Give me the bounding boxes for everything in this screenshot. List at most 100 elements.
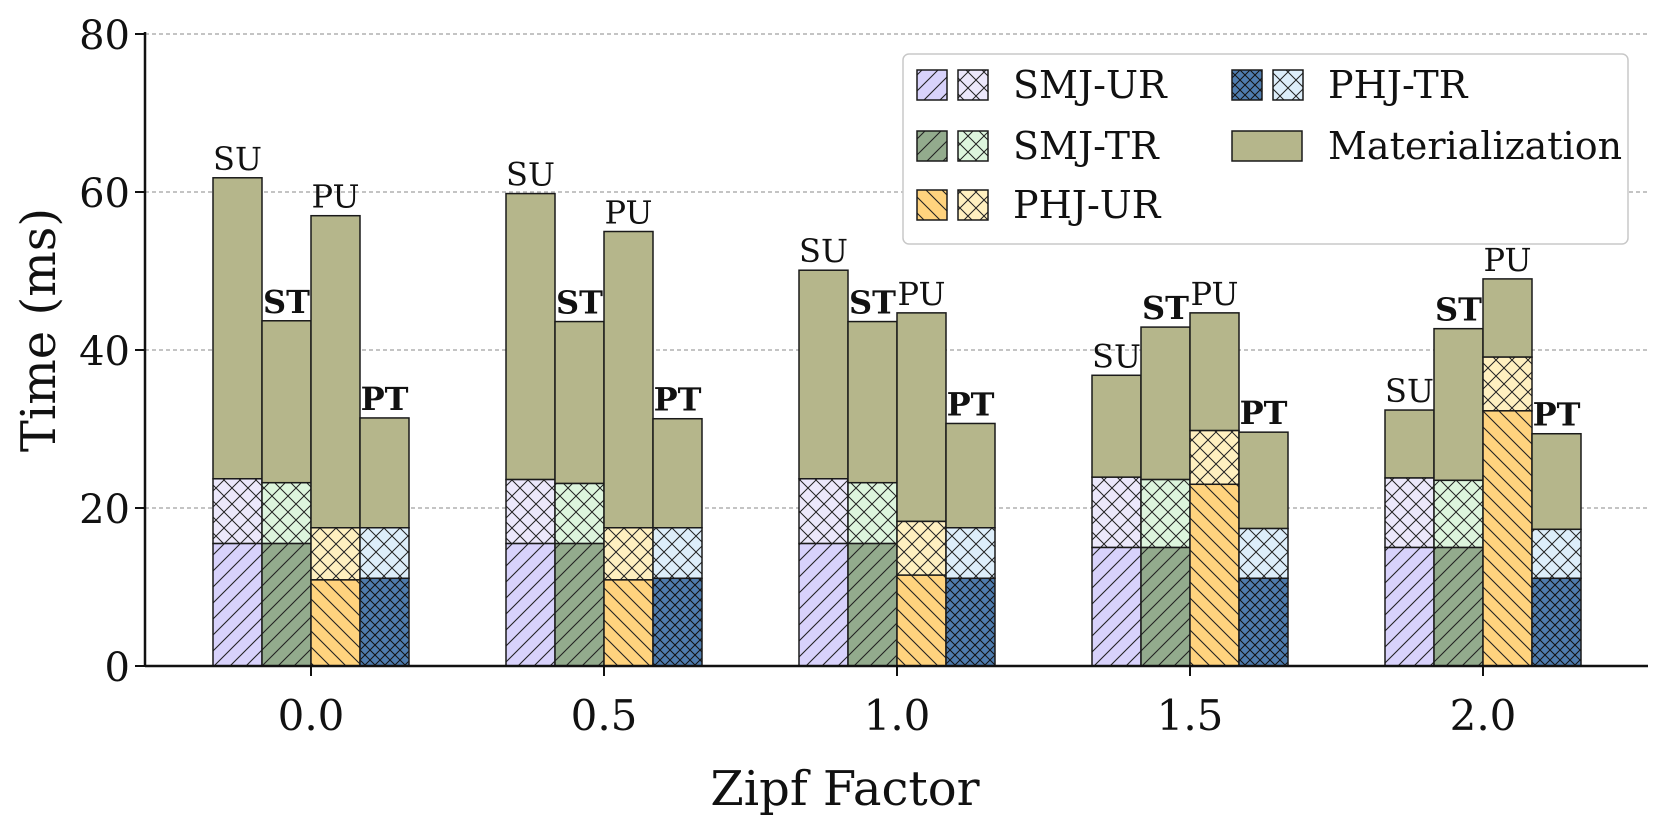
bar-st-1.5-join-hatch [1141, 547, 1190, 666]
x-tick-label-2.0: 2.0 [1450, 691, 1517, 740]
bar-label-su-0.5: SU [506, 156, 555, 194]
bar-pu-2.0-partition-hatch [1483, 357, 1532, 411]
bar-st-0.0-join-hatch [262, 543, 311, 666]
bar-pu-1.0-join-hatch [897, 575, 946, 666]
x-tick-label-0.5: 0.5 [571, 691, 638, 740]
legend-phj-tr-swatch-partition-hatch [1273, 70, 1303, 100]
bar-pt-2.0-partition-hatch [1532, 529, 1581, 579]
bar-label-su-0.0: SU [213, 140, 262, 178]
bar-pu-0.0-join-hatch [311, 579, 360, 666]
bar-su-1.5-materialization-fill [1092, 375, 1141, 478]
bar-su-1.0-join-hatch [799, 543, 848, 666]
legend-smj-ur-label: SMJ-UR [1013, 63, 1168, 107]
bar-label-pt-2.0: PT [1533, 396, 1581, 434]
bar-pt-1.0-materialization-fill [946, 423, 995, 528]
bar-su-0.5-partition-hatch [506, 479, 555, 544]
bar-pu-2.0-materialization-fill [1483, 278, 1532, 358]
y-tick-label-60: 60 [79, 171, 130, 217]
legend-phj-tr-swatch-join-outline [1231, 69, 1263, 101]
bar-label-pt-1.5: PT [1240, 394, 1288, 432]
legend-phj-ur-label: PHJ-UR [1013, 183, 1162, 227]
bar-st-1.0-materialization-fill [848, 321, 897, 483]
x-axis-label: Zipf Factor [710, 761, 979, 817]
x-tick-label-1.5: 1.5 [1157, 691, 1224, 740]
bar-pu-1.0-partition-hatch [897, 521, 946, 576]
bar-st-1.0-join-hatch [848, 543, 897, 666]
bar-pu-1.5-partition-hatch [1190, 430, 1239, 485]
bar-pt-1.0-partition-hatch [946, 527, 995, 579]
bar-su-0.0-join-hatch [213, 543, 262, 666]
legend-materialization-swatch-outline [1231, 130, 1303, 162]
bar-su-1.0-partition-hatch [799, 478, 848, 544]
bar-pt-1.0-join-hatch [946, 578, 995, 666]
y-tick-label-0: 0 [105, 645, 130, 691]
bar-st-0.5-materialization-fill [555, 321, 604, 484]
bar-pt-1.5-materialization-fill [1239, 432, 1288, 529]
bar-pu-1.5-join-hatch [1190, 484, 1239, 666]
bar-st-2.0-join-hatch [1434, 547, 1483, 666]
bar-su-0.0-partition-hatch [213, 478, 262, 544]
y-tick-label-20: 20 [79, 487, 130, 533]
bar-pt-0.0-materialization-fill [360, 417, 409, 528]
bar-label-pt-0.5: PT [654, 381, 702, 419]
bar-su-2.0-join-hatch [1385, 547, 1434, 666]
bar-label-st-0.5: ST [556, 284, 603, 322]
bar-su-0.0-materialization-fill [213, 177, 262, 479]
bar-su-2.0-materialization-fill [1385, 410, 1434, 478]
legend-smj-tr-swatch-partition-hatch [958, 131, 988, 161]
bar-pu-0.5-partition-hatch [604, 527, 653, 580]
legend-phj-ur-swatch-partition-outline [957, 189, 989, 221]
legend-phj-ur-swatch-join-outline [916, 189, 948, 221]
bar-st-2.0-partition-hatch [1434, 480, 1483, 548]
bar-label-pu-0.5: PU [605, 194, 653, 232]
bar-pu-0.5-join-hatch [604, 579, 653, 666]
bar-pu-1.0-materialization-fill [897, 312, 946, 522]
bar-label-pu-1.5: PU [1191, 275, 1239, 313]
bar-label-pu-1.0: PU [898, 275, 946, 313]
bar-label-pu-2.0: PU [1484, 241, 1532, 279]
legend-phj-tr-swatch-partition-outline [1272, 69, 1304, 101]
bar-label-su-1.0: SU [799, 232, 848, 270]
legend-smj-tr-swatch-join-hatch [917, 131, 947, 161]
bar-pu-1.5-materialization-fill [1190, 312, 1239, 431]
bar-st-1.5-partition-hatch [1141, 479, 1190, 548]
bar-pu-2.0-join-hatch [1483, 410, 1532, 666]
bar-label-st-1.5: ST [1142, 289, 1189, 327]
legend-materialization-label: Materialization [1328, 124, 1622, 168]
bar-label-st-1.0: ST [849, 284, 896, 322]
x-tick-label-0.0: 0.0 [278, 691, 345, 740]
bar-pt-0.0-partition-hatch [360, 527, 409, 579]
y-tick-label-40: 40 [79, 329, 130, 375]
bar-su-0.5-join-hatch [506, 543, 555, 666]
bars [212, 177, 1582, 667]
bar-pt-0.5-join-hatch [653, 578, 702, 666]
y-tick-label-80: 80 [79, 13, 130, 59]
legend-smj-ur-swatch-partition-hatch [958, 70, 988, 100]
bar-st-0.5-join-hatch [555, 543, 604, 666]
legend-phj-tr-swatch-join-hatch [1232, 70, 1262, 100]
axes: 0 20 40 60 80 0.0 0.5 1.0 1.5 2.0 [79, 13, 1648, 740]
bar-label-su-2.0: SU [1385, 372, 1434, 410]
bar-su-1.5-partition-hatch [1092, 477, 1141, 548]
bar-label-pt-1.0: PT [947, 385, 995, 423]
bar-pu-0.0-materialization-fill [311, 215, 360, 528]
legend: SMJ-UR SMJ-TR PHJ-UR PHJ-TR Materialization [902, 53, 1629, 245]
bar-su-2.0-partition-hatch [1385, 477, 1434, 548]
legend-smj-tr-swatch-partition-outline [957, 130, 989, 162]
bar-pt-2.0-join-hatch [1532, 578, 1581, 666]
bar-su-1.0-materialization-fill [799, 270, 848, 479]
bar-pt-0.0-join-hatch [360, 578, 409, 666]
legend-smj-ur-swatch-join-hatch [917, 70, 947, 100]
bar-pu-0.5-materialization-fill [604, 231, 653, 528]
legend-phj-tr-label: PHJ-TR [1328, 63, 1469, 107]
bar-su-0.5-materialization-fill [506, 193, 555, 480]
x-tick-label-1.0: 1.0 [864, 691, 931, 740]
legend-phj-ur-swatch-join-hatch [917, 190, 947, 220]
bar-st-2.0-materialization-fill [1434, 328, 1483, 481]
bar-st-0.5-partition-hatch [555, 483, 604, 544]
bar-pt-1.5-join-hatch [1239, 578, 1288, 666]
bar-label-pt-0.0: PT [361, 380, 409, 418]
bar-st-1.5-materialization-fill [1141, 327, 1190, 480]
